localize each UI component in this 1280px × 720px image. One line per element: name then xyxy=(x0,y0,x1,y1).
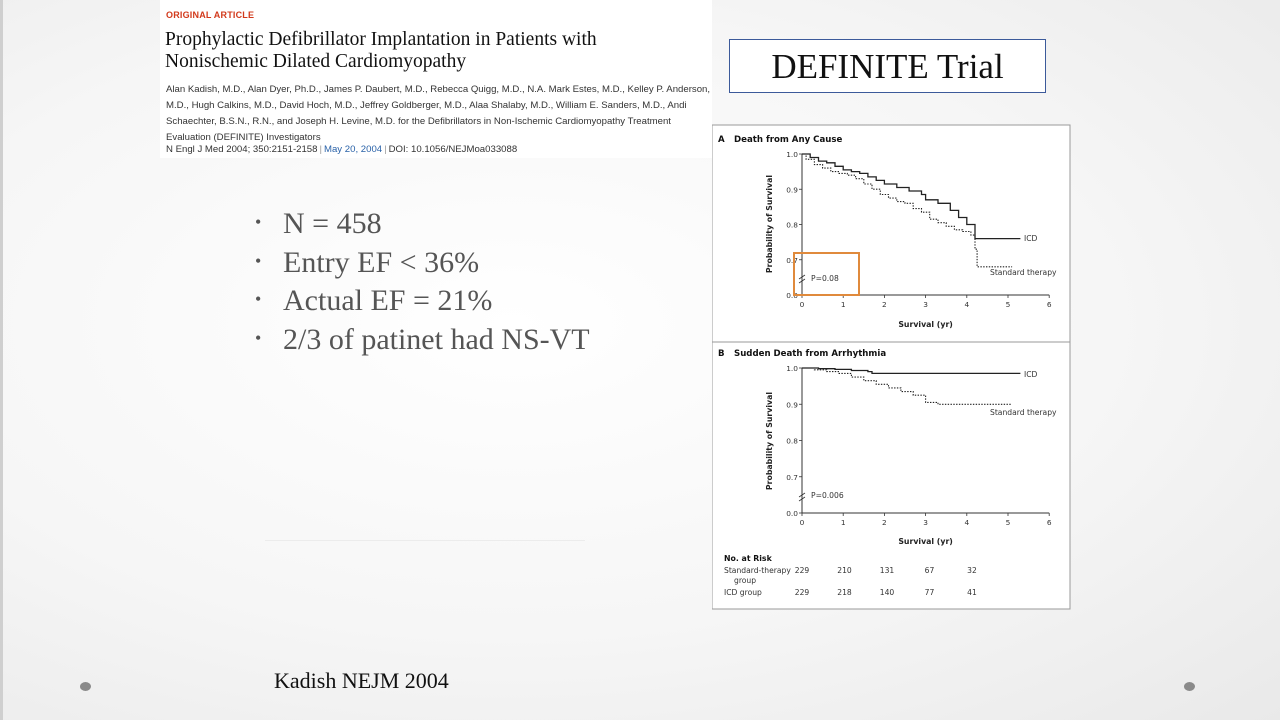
x-tick-label: 3 xyxy=(923,518,928,527)
bullet-marker: • xyxy=(255,289,262,310)
risk-cell: 229 xyxy=(795,566,810,575)
standard-therapy-curve xyxy=(802,367,1013,405)
p-value-annotation: P=0.006 xyxy=(811,491,844,500)
series-label-icd: ICD xyxy=(1024,370,1038,379)
icd-curve xyxy=(802,153,1021,240)
footer-citation: Kadish NEJM 2004 xyxy=(274,668,449,693)
series-label-icd: ICD xyxy=(1024,234,1038,243)
x-tick-label: 4 xyxy=(964,300,969,309)
article-authors: Alan Kadish, M.D., Alan Dyer, Ph.D., Jam… xyxy=(166,84,711,143)
x-tick-label: 6 xyxy=(1047,300,1052,309)
risk-cell: 210 xyxy=(837,566,852,575)
risk-cell: 140 xyxy=(880,588,895,597)
x-axis-label: Survival (yr) xyxy=(898,537,953,546)
x-tick-label: 5 xyxy=(1006,300,1011,309)
series-label-standard: Standard therapy xyxy=(990,408,1057,417)
km-figure-svg: A Death from Any Cause 0.0 0.7 0.8 0.9 1.0 0 1 2 3… xyxy=(712,124,1071,610)
x-tick-label: 6 xyxy=(1047,518,1052,527)
series-label-standard: Standard therapy xyxy=(990,268,1057,277)
risk-table-title: No. at Risk xyxy=(724,554,773,563)
x-tick-label: 2 xyxy=(882,300,887,309)
risk-cell: 41 xyxy=(967,588,977,597)
article-tag: ORIGINAL ARTICLE xyxy=(166,10,255,20)
p-value-annotation: P=0.08 xyxy=(811,274,839,283)
risk-cell: 32 xyxy=(967,566,977,575)
x-tick-label: 3 xyxy=(923,300,928,309)
bullet-text: Entry EF < 36% xyxy=(283,245,480,279)
y-axis-label: Probability of Survival xyxy=(765,392,774,490)
bullet-text: Actual EF = 21% xyxy=(283,284,493,317)
risk-cell: 131 xyxy=(880,566,895,575)
risk-cell: 229 xyxy=(795,588,810,597)
risk-cell: 218 xyxy=(837,588,852,597)
risk-row-label: group xyxy=(734,576,756,585)
y-tick-label: 0.7 xyxy=(786,256,798,265)
article-citation: N Engl J Med 2004; 350:2151-2158 | May 20,… xyxy=(166,144,518,155)
axis-break-mark xyxy=(798,278,806,284)
y-tick-label: 0.9 xyxy=(786,185,798,194)
bullet-item: • Actual EF = 21% xyxy=(255,282,590,321)
y-axis-label: Probability of Survival xyxy=(765,175,774,273)
divider xyxy=(265,540,585,541)
article-header: ORIGINAL ARTICLE Prophylactic Defibrilla… xyxy=(160,0,712,158)
slide-title: DEFINITE Trial xyxy=(729,39,1046,93)
article-title: Prophylactic Defibrillator Implantation … xyxy=(165,29,597,72)
icd-curve xyxy=(802,367,1021,375)
bullet-marker: • xyxy=(255,327,262,348)
bullet-item: • 2/3 of patinet had NS-VT xyxy=(255,321,590,360)
y-tick-label: 1.0 xyxy=(786,364,798,373)
axis-break-mark xyxy=(798,496,806,502)
x-tick-label: 2 xyxy=(882,518,887,527)
y-tick-label: 1.0 xyxy=(786,150,798,159)
bullet-list: • N = 458 • Entry EF < 36% • Actual EF = 21… xyxy=(255,205,590,359)
bullet-text: N = 458 xyxy=(283,207,382,240)
bullet-marker: • xyxy=(255,212,262,233)
panel-letter: B xyxy=(718,349,725,359)
panel-letter: A xyxy=(718,135,725,145)
risk-cell: 77 xyxy=(925,588,935,597)
slide-left-edge xyxy=(0,0,3,720)
axis-break-mark xyxy=(798,492,806,498)
km-figure: A Death from Any Cause 0.0 0.7 0.8 0.9 1.0 0 1 2 3… xyxy=(712,111,1086,625)
next-slide-dot[interactable] xyxy=(1184,682,1195,691)
y-tick-label: 0.0 xyxy=(786,509,798,518)
x-axis-label: Survival (yr) xyxy=(898,320,953,329)
prev-slide-dot[interactable] xyxy=(80,682,91,691)
risk-cell: 67 xyxy=(925,566,935,575)
panel-title: Death from Any Cause xyxy=(734,135,843,145)
panel-title: Sudden Death from Arrhythmia xyxy=(734,349,886,359)
y-tick-label: 0.8 xyxy=(786,221,798,230)
bullet-marker: • xyxy=(255,250,262,271)
y-tick-label: 0.0 xyxy=(786,291,798,300)
x-tick-label: 4 xyxy=(964,518,969,527)
risk-row-label: ICD group xyxy=(724,588,762,597)
article-date-link[interactable]: May 20, 2004 xyxy=(323,144,383,155)
y-tick-label: 0.9 xyxy=(786,400,798,409)
axis-break-mark xyxy=(798,274,806,280)
bullet-item: • Entry EF < 36% xyxy=(255,244,590,283)
bullet-item: • N = 458 xyxy=(255,205,590,244)
article-journal: N Engl J Med 2004; 350:2151-2158 xyxy=(166,144,318,155)
x-tick-label: 0 xyxy=(800,518,805,527)
y-tick-label: 0.7 xyxy=(786,473,798,482)
y-tick-label: 0.8 xyxy=(786,437,798,446)
risk-row-label: Standard-therapy xyxy=(724,566,791,575)
x-tick-label: 5 xyxy=(1006,518,1011,527)
bullet-text: 2/3 of patinet had NS-VT xyxy=(283,322,590,356)
figure-frame xyxy=(712,124,1071,610)
x-tick-label: 0 xyxy=(800,300,805,309)
p-value-highlight-box xyxy=(793,252,860,296)
x-tick-label: 1 xyxy=(841,300,846,309)
x-tick-label: 1 xyxy=(841,518,846,527)
article-doi: DOI: 10.1056/NEJMoa033088 xyxy=(388,144,518,155)
